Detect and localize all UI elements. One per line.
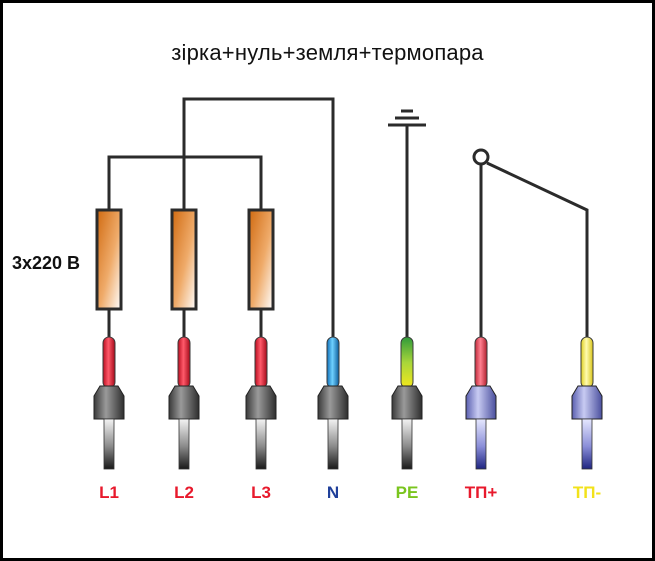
- terminal-label-pe: PE: [395, 483, 419, 502]
- terminal-n-sleeve: [326, 336, 340, 389]
- terminal-l2-plug: [168, 385, 200, 420]
- terminal-tp-minus: [571, 336, 603, 470]
- terminal-tp-plus: [465, 336, 497, 470]
- terminal-l1-plug: [93, 385, 125, 420]
- terminal-n-pin: [327, 418, 339, 470]
- terminal-leads: [93, 336, 603, 470]
- diagram-title: зірка+нуль+земля+термопара: [171, 40, 484, 65]
- terminal-tp-plus-pin: [475, 418, 487, 470]
- terminal-label-tp-minus: ТП-: [572, 483, 602, 502]
- terminal-tp-minus-sleeve: [580, 336, 594, 389]
- terminal-l2-pin: [178, 418, 190, 470]
- terminal-l3-sleeve: [254, 336, 268, 389]
- terminal-label-l2: L2: [174, 483, 194, 502]
- terminal-tp-plus-sleeve: [474, 336, 488, 389]
- neutral-wire: [182, 97, 335, 338]
- terminal-pe-sleeve: [400, 336, 414, 389]
- terminal-n-plug: [317, 385, 349, 420]
- terminal-n: [317, 336, 349, 470]
- terminal-tp-minus-pin: [581, 418, 593, 470]
- ground-icon: [388, 109, 426, 127]
- terminal-label-tp-plus: ТП+: [464, 483, 498, 502]
- terminal-tp-plus-plug: [465, 385, 497, 420]
- terminal-label-l1: L1: [99, 483, 119, 502]
- heater-resistor-2: [170, 208, 198, 311]
- terminal-l2: [168, 336, 200, 470]
- terminal-l1-pin: [103, 418, 115, 470]
- terminal-l3-pin: [255, 418, 267, 470]
- terminal-l2-sleeve: [177, 336, 191, 389]
- terminal-label-l3: L3: [251, 483, 271, 502]
- heater-resistor-1: [95, 208, 123, 311]
- terminal-pe-plug: [391, 385, 423, 420]
- thermocouple-minus-wire: [486, 161, 589, 338]
- terminal-pe: [391, 336, 423, 470]
- heaters: [95, 208, 275, 311]
- terminal-pe-pin: [401, 418, 413, 470]
- terminal-l3-plug: [245, 385, 277, 420]
- terminal-l1-sleeve: [102, 336, 116, 389]
- terminal-tp-minus-plug: [571, 385, 603, 420]
- thermocouple-junction-icon: [472, 148, 490, 166]
- wiring: [107, 97, 589, 338]
- terminal-l3: [245, 336, 277, 470]
- terminal-label-n: N: [326, 483, 340, 502]
- terminal-l1: [93, 336, 125, 470]
- voltage-label: 3x220 В: [12, 253, 81, 273]
- heater-resistor-3: [247, 208, 275, 311]
